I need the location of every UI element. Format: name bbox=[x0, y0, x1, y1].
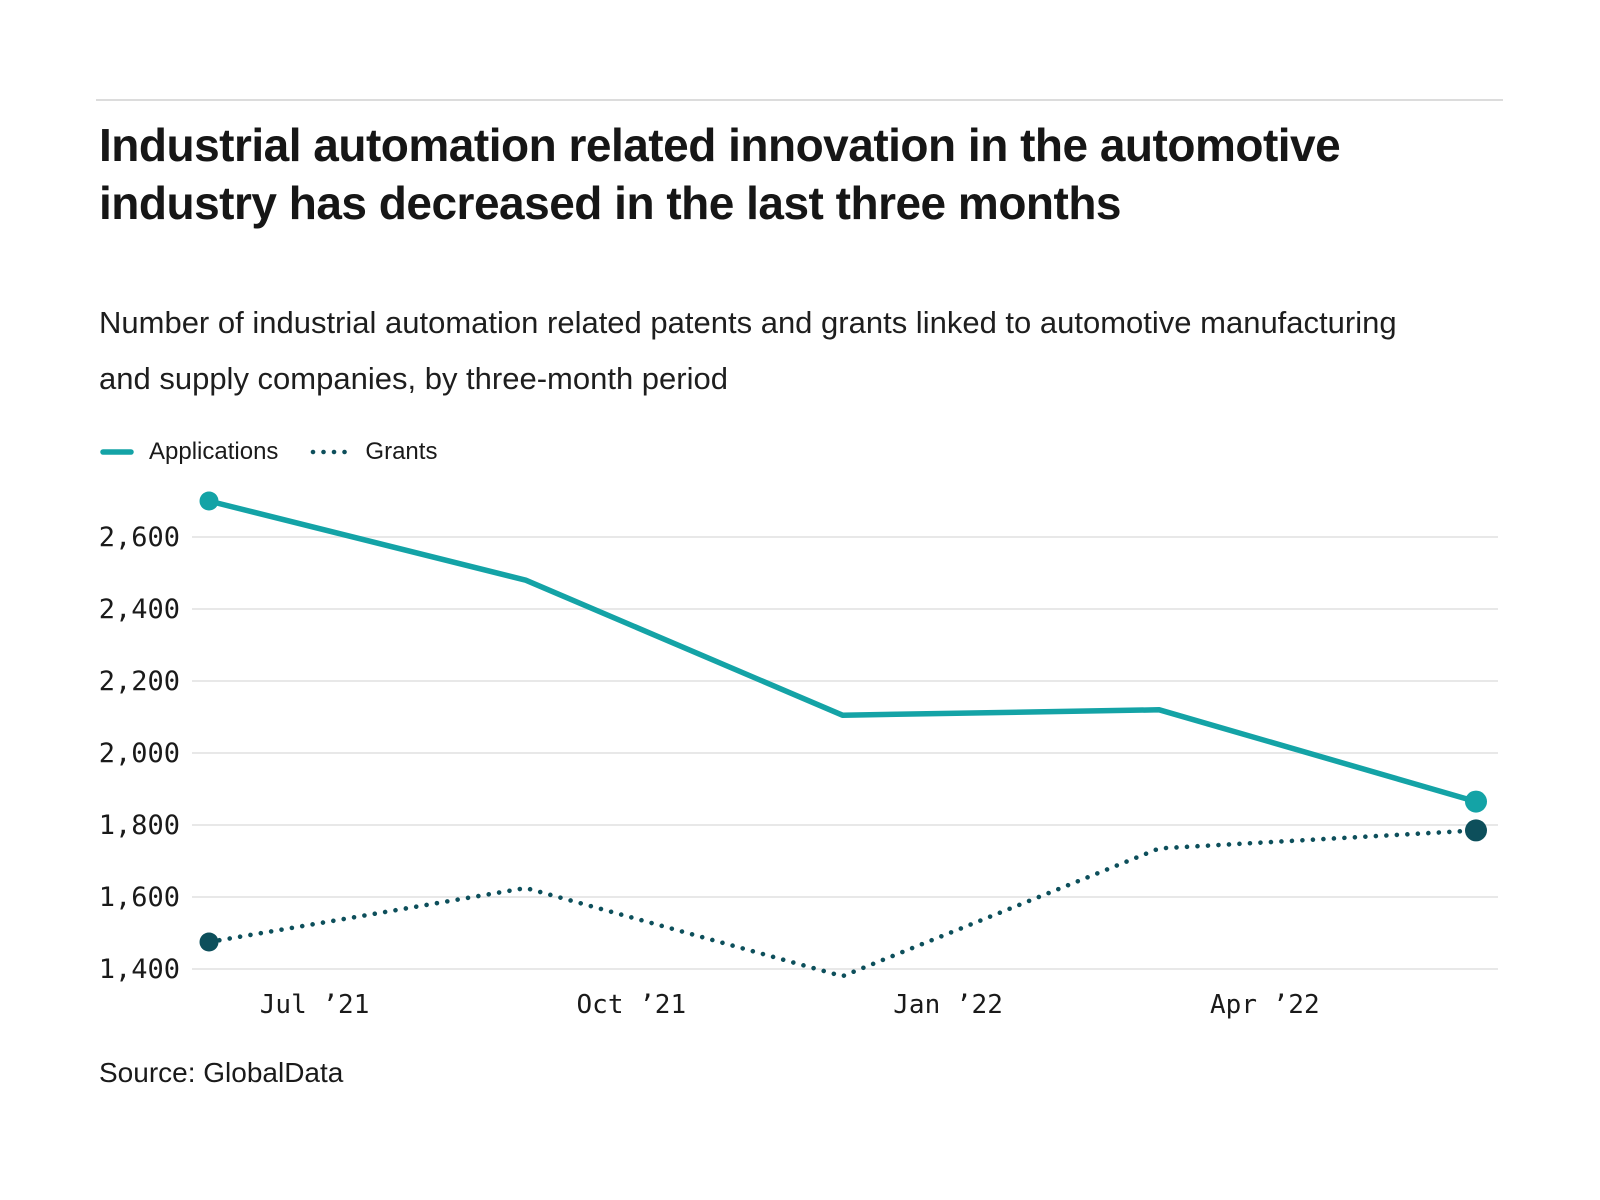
line-chart: 2,600 2,400 2,200 2,000 1,800 1,600 1,400 Jul ’… bbox=[99, 491, 1498, 1020]
y-tick-label: 1,600 bbox=[99, 882, 180, 913]
y-tick-label: 2,000 bbox=[99, 738, 180, 769]
y-tick-label: 2,200 bbox=[99, 666, 180, 697]
x-tick-label: Oct ’21 bbox=[577, 990, 687, 1020]
chart-title: Industrial automation related innovation… bbox=[99, 119, 1341, 229]
x-tick-label: Jul ’21 bbox=[260, 990, 370, 1020]
y-tick-label: 2,600 bbox=[99, 522, 180, 553]
legend: Applications Grants bbox=[100, 432, 437, 472]
applications-endpoint-dot bbox=[199, 491, 219, 511]
grants-line bbox=[206, 828, 1479, 979]
grants-dotted-swatch-icon bbox=[311, 449, 349, 455]
top-divider bbox=[96, 99, 1503, 101]
applications-line bbox=[206, 498, 1479, 805]
source-note: Source: GlobalData bbox=[99, 1057, 344, 1088]
x-tick-label: Jan ’22 bbox=[893, 990, 1003, 1020]
legend-item-applications: Applications bbox=[100, 438, 278, 466]
chart-subtitle: Number of industrial automation related … bbox=[99, 305, 1397, 396]
legend-label-applications: Applications bbox=[149, 438, 279, 465]
x-tick-label: Apr ’22 bbox=[1210, 990, 1320, 1020]
y-tick-label: 1,400 bbox=[99, 954, 180, 985]
legend-label-grants: Grants bbox=[365, 438, 438, 465]
applications-line-swatch-icon bbox=[100, 449, 134, 455]
grants-endpoint-dot bbox=[199, 932, 219, 952]
y-tick-label: 2,400 bbox=[99, 594, 180, 625]
legend-item-grants: Grants bbox=[310, 438, 437, 466]
y-tick-label: 1,800 bbox=[99, 810, 180, 841]
applications-endpoint-dot bbox=[1465, 790, 1487, 813]
grants-endpoint-dot bbox=[1465, 819, 1487, 842]
